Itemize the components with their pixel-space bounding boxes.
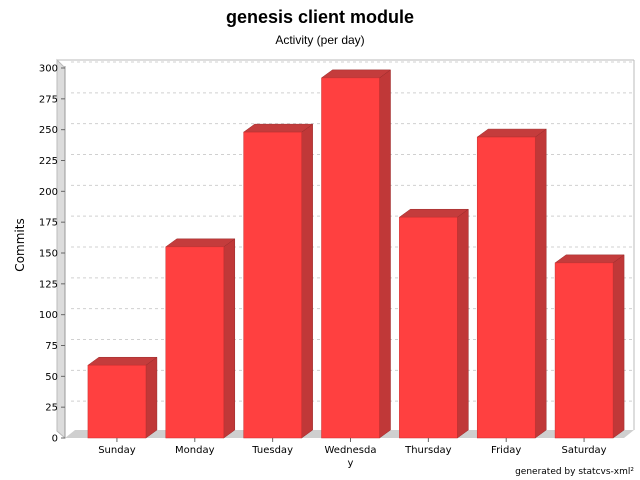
bar-top bbox=[165, 238, 236, 248]
bar-top bbox=[242, 123, 314, 133]
bar-front bbox=[165, 246, 225, 439]
bar bbox=[476, 128, 547, 439]
y-tick-label: 150 bbox=[39, 249, 58, 260]
bar-side bbox=[457, 208, 469, 439]
bar-side bbox=[612, 254, 625, 439]
x-tick-label: Thursday bbox=[404, 445, 452, 456]
bar-side bbox=[534, 128, 547, 439]
bar-front bbox=[243, 131, 302, 439]
x-tick-label: Friday bbox=[491, 445, 521, 456]
y-tick-label: 200 bbox=[39, 187, 58, 198]
y-tick-label: 0 bbox=[52, 434, 58, 445]
bar bbox=[87, 356, 158, 439]
y-tick-label: 25 bbox=[45, 403, 58, 414]
left-wall bbox=[56, 58, 66, 440]
y-tick-label: 250 bbox=[39, 125, 58, 136]
x-tick-label: Monday bbox=[175, 445, 215, 456]
bar-top bbox=[554, 254, 625, 264]
bar-top bbox=[87, 356, 158, 366]
chart-subtitle: Activity (per day) bbox=[275, 33, 364, 47]
bar-front bbox=[476, 136, 536, 439]
bar-top bbox=[476, 128, 547, 138]
x-tick-label-line: y bbox=[348, 458, 354, 469]
y-axis-ticks: 0 25 50 75 100 125 150 175 200 225 250 275 300 bbox=[39, 64, 65, 445]
bar bbox=[320, 69, 392, 439]
bars bbox=[87, 69, 625, 439]
x-tick-label: Wednesda y bbox=[325, 445, 377, 469]
bar-side bbox=[379, 69, 391, 439]
x-tick-label: Sunday bbox=[98, 445, 135, 456]
y-tick-label: 300 bbox=[39, 64, 58, 75]
footer-credit: generated by statcvs-xml² bbox=[515, 467, 634, 477]
chart-title: genesis client module bbox=[226, 7, 414, 27]
x-tick-label: Tuesday bbox=[251, 445, 293, 456]
y-tick-label: 125 bbox=[39, 279, 58, 290]
bar bbox=[398, 208, 470, 439]
bar bbox=[554, 254, 625, 439]
bar bbox=[242, 123, 314, 439]
x-tick-label-line: Wednesda bbox=[325, 445, 377, 456]
y-tick-label: 225 bbox=[39, 156, 58, 167]
y-tick-label: 175 bbox=[39, 218, 58, 229]
bar-top bbox=[398, 208, 470, 218]
bar bbox=[165, 238, 236, 439]
bar-front bbox=[399, 216, 458, 439]
bar-front bbox=[554, 262, 614, 439]
bar-side bbox=[301, 123, 313, 439]
bar-front bbox=[321, 77, 380, 439]
y-axis-label: Commits bbox=[13, 218, 27, 271]
bar-top bbox=[320, 69, 392, 79]
x-axis-ticks: Sunday Monday Tuesday Wednesda y Thursday Frid… bbox=[98, 438, 607, 469]
y-tick-label: 100 bbox=[39, 310, 58, 321]
x-tick-label: Saturday bbox=[562, 445, 607, 456]
y-tick-label: 75 bbox=[45, 341, 58, 352]
y-tick-label: 50 bbox=[45, 372, 58, 383]
plot-area: 0 25 50 75 100 125 150 175 200 225 250 275 300 Sunda… bbox=[39, 58, 635, 469]
y-tick-label: 275 bbox=[39, 94, 58, 105]
bar-side bbox=[145, 356, 158, 439]
bar-front bbox=[87, 364, 147, 439]
bar-side bbox=[223, 238, 236, 439]
